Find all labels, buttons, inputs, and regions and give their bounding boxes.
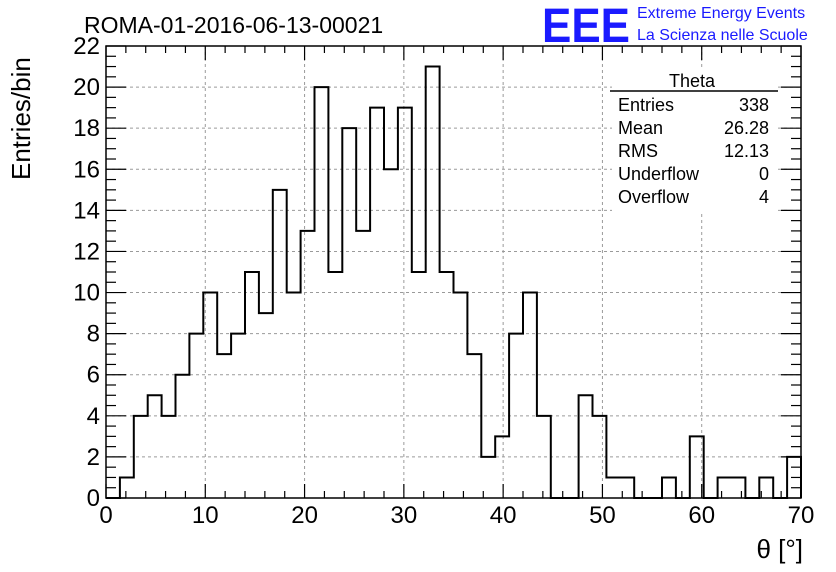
x-tick-labels: 0 10 20 30 40 50 60 70 bbox=[99, 502, 814, 529]
x-tick-label: 50 bbox=[589, 502, 616, 529]
grid-lines bbox=[106, 46, 801, 498]
stats-box-rows: Entries 338 Mean 26.28 RMS 12.13 Underflow 0 Ove… bbox=[618, 95, 769, 207]
x-tick-label: 60 bbox=[688, 502, 715, 529]
x-tick-label: 70 bbox=[788, 502, 815, 529]
y-tick-label: 18 bbox=[73, 115, 100, 142]
stats-row-label: Underflow bbox=[618, 164, 700, 184]
stats-row-value: 4 bbox=[759, 187, 769, 207]
x-tick-label: 10 bbox=[192, 502, 219, 529]
x-tick-label: 20 bbox=[291, 502, 318, 529]
y-tick-label: 2 bbox=[87, 444, 100, 471]
y-tick-label: 4 bbox=[87, 403, 100, 430]
stats-row-value: 12.13 bbox=[724, 141, 769, 161]
y-tick-label: 14 bbox=[73, 197, 100, 224]
y-tick-label: 8 bbox=[87, 321, 100, 348]
y-axis-label: Entries/bin bbox=[6, 57, 36, 180]
y-tick-label: 10 bbox=[73, 280, 100, 307]
y-tick-label: 6 bbox=[87, 362, 100, 389]
y-tick-label: 12 bbox=[73, 238, 100, 265]
x-axis-label: θ [°] bbox=[756, 534, 803, 564]
x-tick-label: 30 bbox=[391, 502, 418, 529]
run-title: ROMA-01-2016-06-13-00021 bbox=[84, 12, 383, 38]
project-name-line2: La Scienza nelle Scuole bbox=[637, 27, 808, 44]
y-tick-label: 22 bbox=[73, 33, 100, 60]
stats-row-value: 26.28 bbox=[724, 118, 769, 138]
stats-row-value: 338 bbox=[739, 95, 769, 115]
y-tick-label: 20 bbox=[73, 74, 100, 101]
stats-row-label: Mean bbox=[618, 118, 663, 138]
y-tick-label: 0 bbox=[87, 485, 100, 512]
project-name-line1: Extreme Energy Events bbox=[637, 5, 805, 22]
y-tick-label: 16 bbox=[73, 156, 100, 183]
x-tick-label: 0 bbox=[99, 502, 112, 529]
stats-row-label: Entries bbox=[618, 95, 674, 115]
axis-ticks bbox=[105, 45, 802, 499]
stats-row-label: Overflow bbox=[618, 187, 690, 207]
eee-logo: EEE bbox=[542, 0, 630, 53]
stats-box-background bbox=[612, 70, 776, 212]
stats-row-value: 0 bbox=[759, 164, 769, 184]
x-tick-label: 40 bbox=[490, 502, 517, 529]
stats-box: Theta Entries 338 Mean 26.28 RMS 12.13 Underfl… bbox=[610, 70, 778, 212]
stats-box-title: Theta bbox=[669, 71, 716, 91]
y-tick-labels: 0 2 4 6 8 10 12 14 16 18 20 22 bbox=[73, 33, 100, 512]
stats-row-label: RMS bbox=[618, 141, 658, 161]
